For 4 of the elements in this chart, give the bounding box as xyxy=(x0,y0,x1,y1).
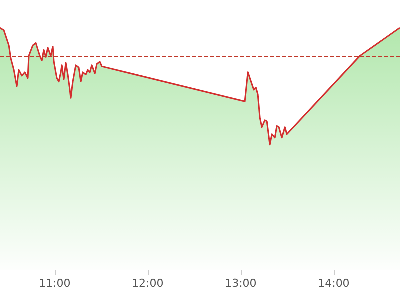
x-tick-label: 11:00 xyxy=(39,277,71,290)
x-tick-label: 12:00 xyxy=(132,277,164,290)
x-tick-label: 13:00 xyxy=(225,277,257,290)
x-tick-label: 14:00 xyxy=(318,277,350,290)
